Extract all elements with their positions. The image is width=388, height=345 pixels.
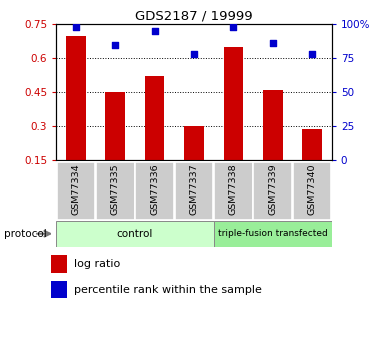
Bar (106, 92, 125, 160)
Text: GSM77337: GSM77337 (189, 164, 199, 215)
Bar (263, 90, 282, 160)
Text: control: control (117, 229, 153, 239)
Text: percentile rank within the sample: percentile rank within the sample (74, 285, 262, 295)
FancyBboxPatch shape (293, 161, 331, 219)
Bar (51, 281, 67, 298)
Point (73, 24, 79, 30)
Point (270, 40, 276, 46)
FancyBboxPatch shape (253, 161, 292, 219)
Point (309, 51, 315, 57)
Bar (302, 129, 322, 160)
FancyBboxPatch shape (96, 161, 135, 219)
Text: GSM77338: GSM77338 (229, 164, 238, 215)
Point (230, 24, 236, 30)
Bar (184, 126, 204, 160)
Point (191, 51, 197, 57)
Bar (66, 36, 86, 160)
FancyBboxPatch shape (214, 221, 332, 247)
Title: GDS2187 / 19999: GDS2187 / 19999 (135, 10, 253, 23)
Text: GSM77335: GSM77335 (111, 164, 120, 215)
FancyBboxPatch shape (56, 221, 214, 247)
FancyBboxPatch shape (135, 161, 174, 219)
Bar (145, 76, 165, 160)
FancyBboxPatch shape (175, 161, 213, 219)
Text: GSM77339: GSM77339 (268, 164, 277, 215)
Point (152, 28, 158, 34)
FancyBboxPatch shape (57, 161, 95, 219)
Bar (223, 47, 243, 160)
Text: GSM77334: GSM77334 (71, 164, 80, 215)
Text: triple-fusion transfected: triple-fusion transfected (218, 229, 327, 238)
FancyBboxPatch shape (214, 161, 253, 219)
Text: log ratio: log ratio (74, 259, 120, 269)
Text: protocol: protocol (4, 229, 47, 239)
Text: GSM77340: GSM77340 (308, 164, 317, 215)
Bar (51, 255, 67, 273)
Point (112, 42, 118, 47)
Text: GSM77336: GSM77336 (150, 164, 159, 215)
